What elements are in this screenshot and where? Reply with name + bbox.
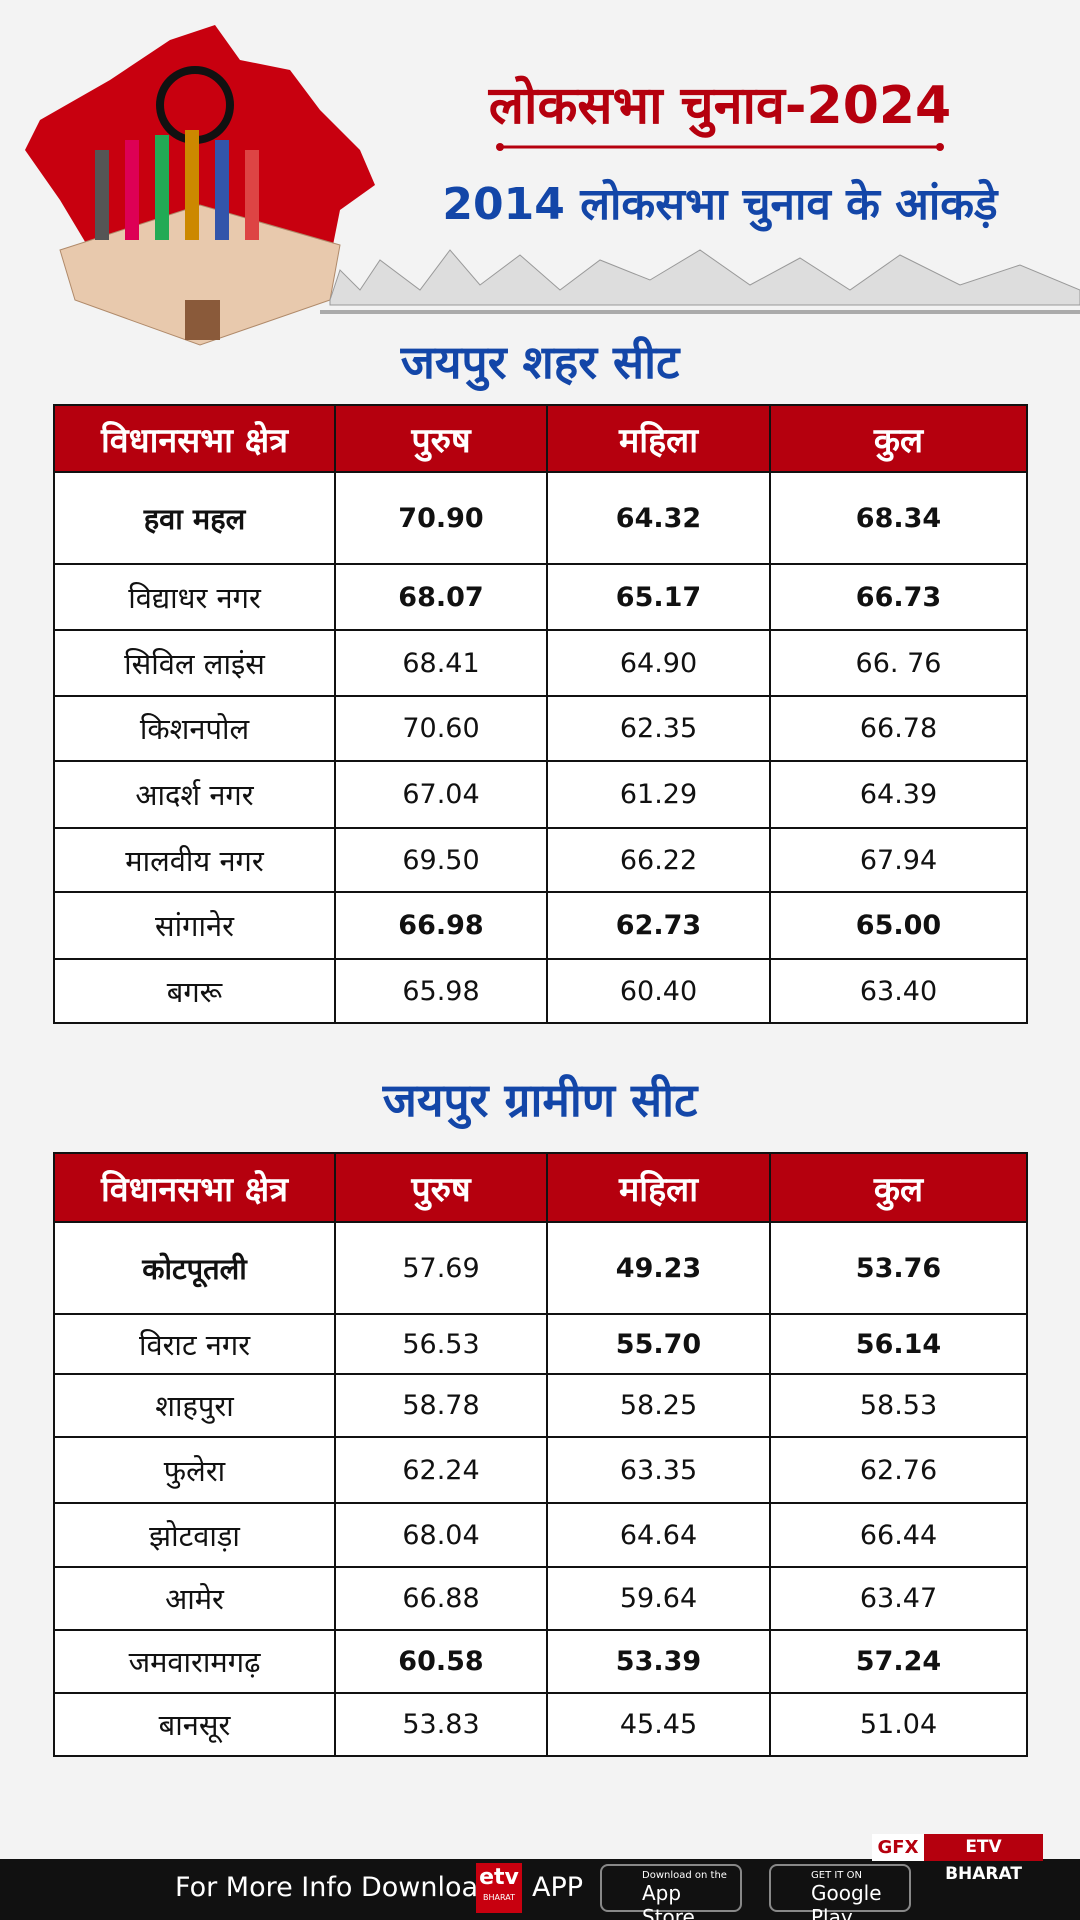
value-cell: 64.32 bbox=[546, 471, 771, 565]
value-cell: 62.35 bbox=[546, 695, 771, 762]
header-cell: विधानसभा क्षेत्र bbox=[53, 404, 336, 473]
button-text: App Store bbox=[642, 1881, 695, 1920]
value-cell: 66.73 bbox=[769, 563, 1028, 631]
value-cell: 64.90 bbox=[546, 629, 771, 697]
value-cell: 69.50 bbox=[334, 827, 548, 893]
name-cell: विराट नगर bbox=[53, 1313, 336, 1375]
value-cell: 63.47 bbox=[769, 1566, 1028, 1631]
value-cell: 68.34 bbox=[769, 471, 1028, 565]
value-cell: 58.25 bbox=[546, 1373, 771, 1438]
value-cell: 66.98 bbox=[334, 891, 548, 960]
logo-text: BHARAT bbox=[483, 1893, 515, 1902]
value-cell: 56.14 bbox=[769, 1313, 1028, 1375]
name-cell: फुलेरा bbox=[53, 1436, 336, 1504]
value-cell: 66.88 bbox=[334, 1566, 548, 1631]
name-cell: बगरू bbox=[53, 958, 336, 1024]
value-cell: 68.07 bbox=[334, 563, 548, 631]
value-cell: 65.17 bbox=[546, 563, 771, 631]
value-cell: 56.53 bbox=[334, 1313, 548, 1375]
name-cell: आमेर bbox=[53, 1566, 336, 1631]
name-cell: आदर्श नगर bbox=[53, 760, 336, 829]
name-cell: सांगानेर bbox=[53, 891, 336, 960]
value-cell: 70.60 bbox=[334, 695, 548, 762]
dot bbox=[936, 143, 944, 151]
name-cell: किशनपोल bbox=[53, 695, 336, 762]
value-cell: 58.78 bbox=[334, 1373, 548, 1438]
value-cell: 64.64 bbox=[546, 1502, 771, 1568]
value-cell: 53.39 bbox=[546, 1629, 771, 1694]
etv-logo: etv BHARAT bbox=[476, 1863, 522, 1913]
name-cell: मालवीय नगर bbox=[53, 827, 336, 893]
header-cell: महिला bbox=[546, 404, 771, 473]
table-title: जयपुर शहर सीट bbox=[400, 335, 680, 389]
value-cell: 66.44 bbox=[769, 1502, 1028, 1568]
badge: ETV BHARAT bbox=[924, 1834, 1043, 1884]
button-text: Google Play bbox=[811, 1881, 882, 1920]
value-cell: 63.40 bbox=[769, 958, 1028, 1024]
header-cell: महिला bbox=[546, 1152, 771, 1223]
app-store-button[interactable]: Download on the App Store bbox=[600, 1864, 742, 1920]
name-cell: बानसूर bbox=[53, 1692, 336, 1757]
value-cell: 68.04 bbox=[334, 1502, 548, 1568]
dot bbox=[496, 143, 504, 151]
name-cell: शाहपुरा bbox=[53, 1373, 336, 1438]
value-cell: 65.00 bbox=[769, 891, 1028, 960]
value-cell: 45.45 bbox=[546, 1692, 771, 1757]
value-cell: 61.29 bbox=[546, 760, 771, 829]
header-art bbox=[25, 25, 1080, 346]
name-cell: झोटवाड़ा bbox=[53, 1502, 336, 1568]
value-cell: 65.98 bbox=[334, 958, 548, 1024]
value-cell: 49.23 bbox=[546, 1221, 771, 1315]
badge: GFX bbox=[872, 1834, 924, 1861]
value-cell: 51.04 bbox=[769, 1692, 1028, 1757]
door bbox=[185, 300, 220, 340]
header-cell: कुल bbox=[769, 1152, 1028, 1223]
value-cell: 68.41 bbox=[334, 629, 548, 697]
google-play-button[interactable]: GET IT ON Google Play bbox=[769, 1864, 911, 1920]
value-cell: 57.69 bbox=[334, 1221, 548, 1315]
value-cell: 66.78 bbox=[769, 695, 1028, 762]
value-cell: 66.22 bbox=[546, 827, 771, 893]
value-cell: 70.90 bbox=[334, 471, 548, 565]
people bbox=[95, 130, 259, 240]
value-cell: 60.58 bbox=[334, 1629, 548, 1694]
title: लोकसभा चुनाव-2024 bbox=[488, 76, 952, 136]
value-cell: 66. 76 bbox=[769, 629, 1028, 697]
subtitle: 2014 लोकसभा चुनाव के आंकड़े bbox=[442, 179, 998, 230]
value-cell: 58.53 bbox=[769, 1373, 1028, 1438]
value-cell: 67.94 bbox=[769, 827, 1028, 893]
button-small: Download on the bbox=[642, 1870, 727, 1881]
name-cell: जमवारामगढ़ bbox=[53, 1629, 336, 1694]
header-cell: विधानसभा क्षेत्र bbox=[53, 1152, 336, 1223]
value-cell: 59.64 bbox=[546, 1566, 771, 1631]
header-cell: पुरुष bbox=[334, 404, 548, 473]
name-cell: सिविल लाइंस bbox=[53, 629, 336, 697]
value-cell: 55.70 bbox=[546, 1313, 771, 1375]
value-cell: 53.76 bbox=[769, 1221, 1028, 1315]
button-small: GET IT ON bbox=[811, 1870, 862, 1881]
skyline bbox=[329, 249, 1080, 306]
table-title: जयपुर ग्रामीण सीट bbox=[382, 1073, 698, 1127]
value-cell: 57.24 bbox=[769, 1629, 1028, 1694]
footer-text: APP bbox=[532, 1872, 584, 1903]
footer-bar bbox=[0, 1859, 1080, 1920]
value-cell: 60.40 bbox=[546, 958, 771, 1024]
value-cell: 63.35 bbox=[546, 1436, 771, 1504]
value-cell: 53.83 bbox=[334, 1692, 548, 1757]
footer-text: For More Info Download bbox=[175, 1872, 496, 1903]
logo-text: etv bbox=[479, 1865, 519, 1890]
value-cell: 64.39 bbox=[769, 760, 1028, 829]
value-cell: 67.04 bbox=[334, 760, 548, 829]
header-cell: पुरुष bbox=[334, 1152, 548, 1223]
name-cell: विद्याधर नगर bbox=[53, 563, 336, 631]
header-cell: कुल bbox=[769, 404, 1028, 473]
name-cell: हवा महल bbox=[53, 471, 336, 565]
value-cell: 62.73 bbox=[546, 891, 771, 960]
name-cell: कोटपूतली bbox=[53, 1221, 336, 1315]
value-cell: 62.76 bbox=[769, 1436, 1028, 1504]
value-cell: 62.24 bbox=[334, 1436, 548, 1504]
